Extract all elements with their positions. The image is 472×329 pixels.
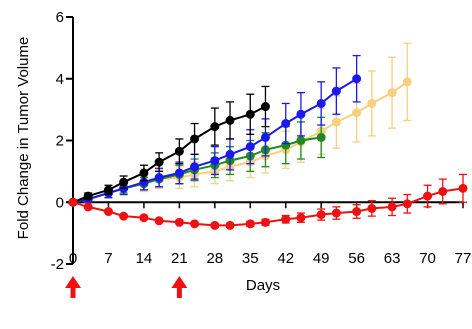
data-point: [438, 186, 448, 196]
data-point: [139, 213, 149, 223]
data-point: [139, 168, 149, 178]
y-tick-label: 4: [56, 71, 64, 88]
annotations: [65, 276, 188, 298]
x-tick-label: 49: [313, 250, 330, 267]
data-point: [83, 191, 93, 201]
x-tick-label: 28: [206, 250, 223, 267]
data-point: [190, 162, 200, 172]
data-point: [367, 203, 377, 213]
data-point: [260, 102, 270, 112]
treatment-arrow: [65, 276, 81, 298]
data-point: [225, 149, 235, 159]
y-axis-title: Fold Change in Tumor Volume: [15, 37, 32, 240]
data-point: [316, 210, 326, 220]
x-tick-label: 14: [136, 250, 153, 267]
data-point: [281, 119, 291, 129]
y-tick-label: 2: [56, 133, 64, 150]
x-tick-label: 77: [455, 250, 472, 267]
x-tick-label: 21: [171, 250, 188, 267]
series-layer: [68, 42, 468, 230]
y-tick-label: 6: [56, 9, 64, 26]
treatment-arrow: [171, 276, 188, 298]
x-tick-label: 0: [69, 250, 77, 267]
y-tick-label: -2: [51, 256, 64, 273]
y-tick-label: 0: [56, 194, 64, 211]
x-tick-label: 42: [277, 250, 294, 267]
data-point: [296, 136, 306, 145]
x-axis-title: Days: [246, 277, 280, 294]
series-line: [72, 105, 266, 204]
data-point: [154, 157, 164, 167]
axes: -2 0 2 4 6 0 7 14 21 28 35 42 49 56 63 70 77: [51, 9, 472, 273]
data-point: [154, 216, 164, 226]
data-point: [402, 77, 412, 87]
arrow-shaft: [176, 287, 182, 298]
data-point: [316, 132, 326, 142]
data-point: [83, 202, 93, 212]
data-point: [245, 219, 255, 229]
data-point: [281, 140, 291, 150]
data-point: [225, 115, 235, 125]
x-tick-label: 56: [348, 250, 365, 267]
data-point: [119, 177, 129, 187]
data-point: [387, 202, 397, 212]
arrow-head: [65, 276, 81, 288]
data-point: [352, 74, 362, 84]
data-point: [245, 109, 255, 119]
data-point: [103, 207, 113, 217]
data-point: [210, 156, 220, 166]
data-point: [68, 197, 78, 207]
data-point: [352, 108, 362, 118]
data-point: [260, 132, 270, 142]
data-point: [331, 86, 341, 96]
data-point: [352, 207, 362, 217]
data-point: [210, 122, 220, 132]
arrow-head: [171, 276, 188, 288]
data-point: [260, 217, 270, 227]
data-point: [423, 191, 433, 201]
data-point: [402, 199, 412, 209]
x-tick-label: 70: [419, 250, 436, 267]
data-point: [174, 168, 184, 178]
data-point: [190, 134, 200, 144]
data-point: [296, 213, 306, 223]
data-point: [245, 142, 255, 152]
data-point: [387, 88, 397, 98]
data-point: [139, 177, 149, 187]
data-point: [316, 98, 326, 108]
x-tick-label: 63: [384, 250, 401, 267]
data-point: [210, 220, 220, 230]
data-point: [367, 98, 377, 108]
series-4: [68, 85, 270, 207]
data-point: [458, 183, 468, 193]
data-point: [296, 109, 306, 119]
x-tick-label: 7: [104, 250, 112, 267]
series-5: [68, 173, 468, 230]
data-point: [174, 146, 184, 156]
arrow-shaft: [70, 287, 76, 298]
data-point: [174, 217, 184, 227]
data-point: [331, 208, 341, 218]
data-point: [103, 185, 113, 195]
data-point: [281, 214, 291, 224]
data-point: [119, 211, 129, 221]
data-point: [154, 173, 164, 183]
x-tick-label: 35: [242, 250, 259, 267]
data-point: [331, 117, 341, 127]
data-point: [225, 220, 235, 230]
data-point: [190, 219, 200, 229]
